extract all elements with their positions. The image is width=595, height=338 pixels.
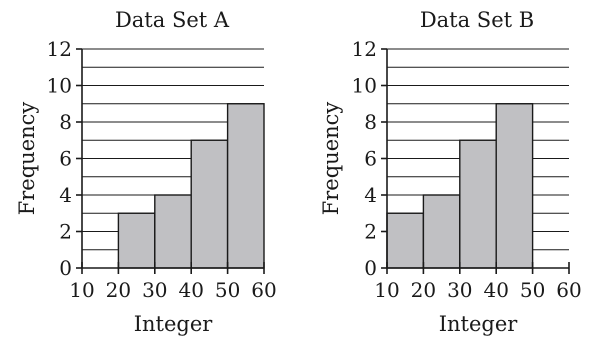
y-tick-label: 8 bbox=[59, 110, 72, 134]
histogram-bar bbox=[422, 194, 461, 269]
y-tick-label: 8 bbox=[364, 110, 377, 134]
y-tick-label: 6 bbox=[364, 147, 377, 171]
histogram-bar bbox=[386, 212, 425, 269]
y-axis-label: Frequency bbox=[319, 102, 343, 216]
y-tick-label: 10 bbox=[47, 74, 72, 98]
x-tick-label: 20 bbox=[411, 278, 436, 302]
chart-panel-b: Data Set B 0 2 4 6 8 10 12 10 20 30 40 50 60 Integer Fr… bbox=[319, 8, 582, 336]
x-tick-label: 40 bbox=[483, 278, 508, 302]
y-axis-label: Frequency bbox=[15, 102, 39, 216]
y-tick-label: 12 bbox=[47, 37, 72, 61]
chart-panel-a: Data Set A 0 2 4 6 8 10 12 10 20 30 40 50 60 Integer Fr… bbox=[15, 8, 277, 336]
x-axis-label: Integer bbox=[439, 312, 519, 336]
y-tick-label: 4 bbox=[364, 183, 377, 207]
y-tick-label: 6 bbox=[59, 147, 72, 171]
histogram-bar bbox=[495, 103, 534, 269]
histogram-bar bbox=[226, 103, 265, 269]
chart-title: Data Set B bbox=[420, 8, 534, 32]
histogram-bar bbox=[459, 139, 497, 269]
x-tick-label: 30 bbox=[142, 278, 167, 302]
y-tick-label: 2 bbox=[364, 220, 377, 244]
x-tick-label: 30 bbox=[447, 278, 472, 302]
x-tick-label: 60 bbox=[556, 278, 581, 302]
chart-title: Data Set A bbox=[115, 8, 230, 32]
x-tick-label: 40 bbox=[178, 278, 203, 302]
x-tick-label: 10 bbox=[69, 278, 94, 302]
y-tick-label: 0 bbox=[364, 256, 377, 280]
x-tick-label: 60 bbox=[251, 278, 276, 302]
x-tick-label: 20 bbox=[106, 278, 131, 302]
histogram-bar bbox=[154, 194, 192, 269]
y-tick-label: 12 bbox=[352, 37, 377, 61]
histogram-bar bbox=[117, 212, 156, 269]
x-axis-label: Integer bbox=[134, 312, 214, 336]
x-tick-label: 50 bbox=[215, 278, 240, 302]
y-tick-label: 2 bbox=[59, 220, 72, 244]
y-tick-label: 0 bbox=[59, 256, 72, 280]
y-tick-label: 4 bbox=[59, 183, 72, 207]
histogram-bar bbox=[190, 139, 229, 269]
x-tick-label: 10 bbox=[374, 278, 399, 302]
x-tick-label: 50 bbox=[520, 278, 545, 302]
y-tick-label: 10 bbox=[352, 74, 377, 98]
